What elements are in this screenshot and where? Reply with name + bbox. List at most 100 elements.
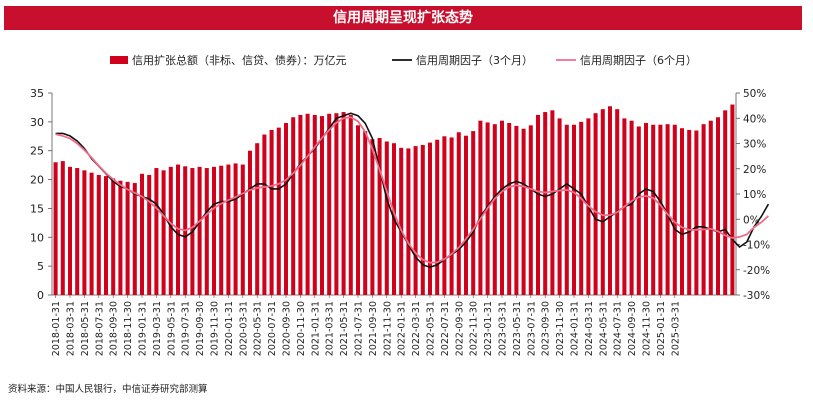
credit-total-bar	[564, 124, 569, 296]
legend-label-3m: 信用周期因子（3个月）	[416, 54, 533, 67]
credit-total-bar	[60, 161, 65, 295]
line-series	[55, 112, 770, 269]
credit-total-bar	[442, 136, 447, 295]
credit-total-bar	[327, 113, 332, 295]
credit-total-bar	[276, 127, 281, 295]
legend: 信用扩张总额（非标、信贷、债券）：万亿元 信用周期因子（3个月） 信用周期因子（6个…	[110, 53, 697, 67]
credit-total-bar	[255, 143, 260, 295]
bar-series	[53, 104, 735, 296]
x-tick-label: 2021-11-30	[382, 301, 393, 356]
credit-total-bar	[334, 113, 339, 295]
credit-total-bar	[427, 142, 433, 295]
x-tick-label: 2018-05-31	[80, 301, 91, 356]
x-tick-label: 2019-11-30	[210, 301, 221, 356]
credit-total-bar	[96, 174, 101, 295]
credit-total-bar	[240, 164, 245, 295]
credit-total-bar	[701, 124, 706, 295]
credit-total-bar	[579, 121, 584, 295]
credit-total-bar	[67, 166, 73, 295]
credit-total-bar	[53, 162, 58, 295]
source-note: 资料来源：中国人民银行，中信证券研究部测算	[8, 384, 208, 395]
factor-3m-line	[55, 112, 770, 269]
credit-total-bar	[492, 124, 497, 295]
credit-total-bar	[708, 120, 713, 295]
credit-total-bar	[312, 114, 317, 296]
credit-total-bar	[406, 148, 411, 295]
credit-total-bar	[75, 168, 80, 295]
x-tick-label: 2022-11-30	[469, 301, 480, 356]
x-tick-label: 2024-07-31	[613, 301, 624, 356]
x-tick-label: 2022-07-31	[440, 301, 451, 356]
credit-total-bar	[413, 146, 418, 295]
credit-total-bar	[82, 170, 87, 295]
credit-total-bar	[571, 124, 577, 296]
credit-total-bar	[262, 134, 267, 295]
x-tick-label: 2021-09-30	[368, 301, 379, 356]
right-tick-label: -10%	[743, 240, 770, 252]
credit-total-bar	[132, 183, 137, 295]
x-tick-label: 2022-05-31	[426, 301, 437, 356]
right-tick-label: 50%	[743, 88, 766, 100]
credit-total-bar	[305, 113, 310, 295]
x-tick-label: 2019-03-31	[152, 301, 163, 356]
x-tick-label: 2019-01-31	[138, 301, 149, 356]
right-tick-label: -20%	[743, 265, 770, 277]
x-tick-label: 2024-09-30	[627, 301, 638, 356]
credit-total-bar	[478, 120, 483, 295]
x-tick-label: 2022-09-30	[454, 301, 465, 356]
credit-total-bar	[643, 123, 649, 295]
credit-total-bar	[168, 166, 173, 295]
x-tick-label: 2024-03-31	[584, 301, 595, 356]
x-tick-label: 2020-01-31	[224, 301, 235, 356]
legend-label-6m: 信用周期因子（6个月）	[580, 54, 697, 67]
credit-total-bar	[377, 138, 382, 295]
x-tick-label: 2020-05-31	[253, 301, 264, 356]
left-tick-label: 35	[30, 87, 44, 100]
credit-total-bar	[528, 125, 533, 295]
x-tick-label: 2021-01-31	[310, 301, 321, 356]
credit-total-bar	[550, 110, 555, 295]
credit-total-bar	[651, 124, 656, 296]
credit-total-bar	[456, 132, 461, 295]
x-tick-label: 2019-07-31	[181, 301, 192, 356]
x-tick-label: 2020-09-30	[282, 301, 293, 356]
credit-total-bar	[355, 125, 361, 295]
right-tick-label: 10%	[743, 189, 766, 201]
credit-total-bar	[535, 114, 541, 296]
credit-total-bar	[636, 126, 641, 295]
x-tick-label: 2020-03-31	[238, 301, 249, 356]
credit-total-bar	[219, 165, 224, 295]
credit-total-bar	[175, 164, 181, 295]
credit-total-bar	[384, 141, 389, 295]
credit-total-bar	[226, 164, 231, 295]
credit-total-bar	[319, 116, 325, 295]
x-tick-label: 2025-03-31	[670, 301, 681, 356]
credit-total-bar	[341, 112, 346, 295]
credit-total-bar	[147, 174, 152, 295]
left-tick-label: 30	[30, 116, 44, 129]
credit-total-bar	[269, 129, 274, 295]
credit-total-bar	[607, 106, 613, 296]
x-tick-label: 2021-03-31	[325, 301, 336, 356]
left-tick-label: 15	[30, 202, 44, 215]
legend-swatch-bar	[110, 56, 128, 64]
credit-total-bar	[363, 131, 368, 295]
credit-total-bar	[89, 172, 94, 295]
x-tick-label: 2019-09-30	[195, 301, 206, 356]
credit-total-bar	[543, 112, 548, 295]
left-tick-label: 25	[30, 145, 44, 158]
x-tick-label: 2018-11-30	[123, 301, 134, 356]
x-tick-label: 2023-03-31	[498, 301, 509, 356]
credit-total-bar	[679, 128, 685, 295]
right-tick-label: 20%	[743, 164, 766, 176]
credit-total-bar	[247, 150, 253, 295]
credit-total-bar	[557, 118, 562, 295]
x-tick-label: 2018-07-31	[94, 301, 105, 356]
credit-total-bar	[694, 130, 699, 295]
left-tick-label: 10	[30, 231, 44, 244]
credit-total-bar	[103, 176, 109, 295]
credit-total-bar	[593, 113, 598, 295]
right-tick-label: 0%	[743, 214, 760, 226]
x-tick-label: 2023-07-31	[526, 301, 537, 356]
